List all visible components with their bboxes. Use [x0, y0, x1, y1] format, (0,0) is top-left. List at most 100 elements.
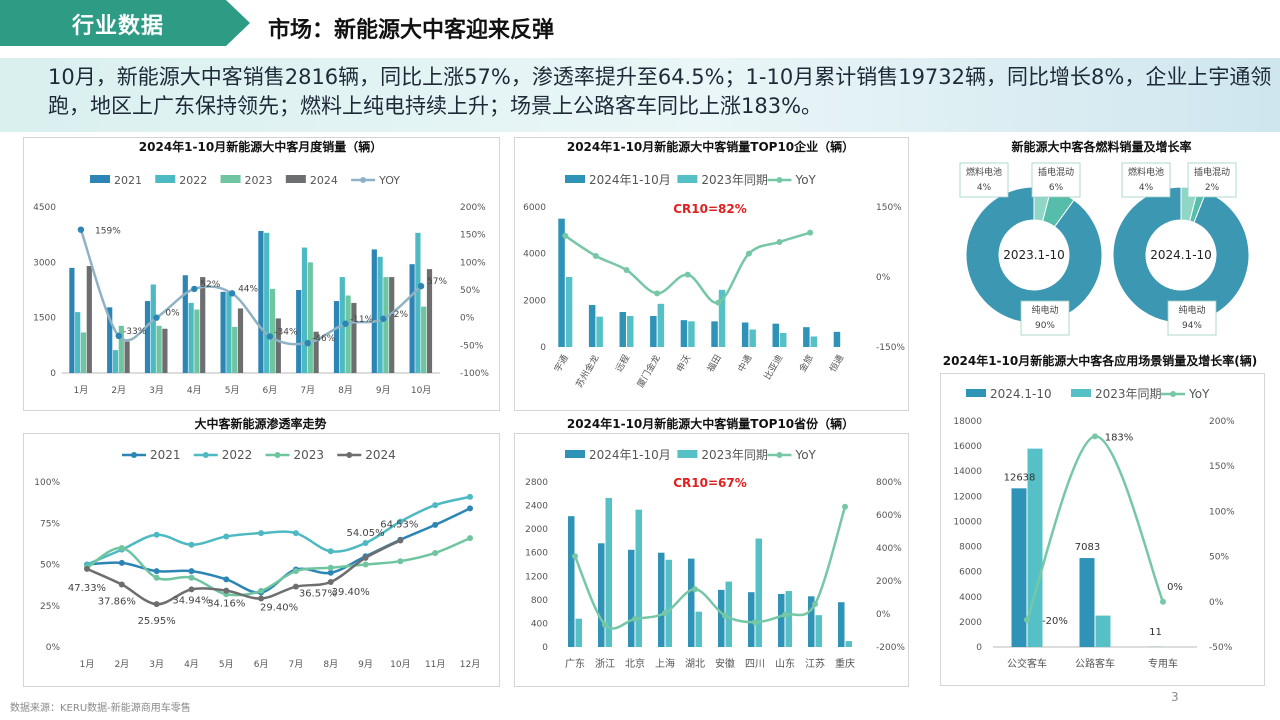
monthly-bar-2021	[258, 230, 264, 373]
penetration-point-2022	[153, 531, 160, 538]
monthly-bar-2024	[162, 328, 168, 373]
monthly-yoy-point	[380, 315, 387, 322]
scenario-value-label: 11	[1149, 627, 1162, 638]
fuel-callout-value-fcell: 4%	[1139, 183, 1154, 193]
penetration-point-2023	[467, 535, 473, 542]
province-x-tick: 广东	[565, 657, 585, 670]
company-x-tick: 远程	[614, 353, 633, 374]
penetration-point-2021	[118, 559, 125, 566]
province-x-tick: 江苏	[805, 657, 825, 670]
company-bar-prev	[749, 329, 756, 347]
scenario-y2-tick: -50%	[1209, 643, 1233, 653]
scenario-bar-cur	[1079, 558, 1095, 647]
province-bar-cur	[598, 543, 605, 647]
monthly-bar-2023	[421, 306, 427, 373]
penetration-y-tick: 0%	[46, 643, 61, 653]
penetration-x-tick: 1月	[80, 659, 95, 670]
province-x-tick: 四川	[745, 659, 765, 670]
province-yoy-point	[842, 503, 848, 510]
monthly-yoy-label: -46%	[312, 334, 336, 344]
scenario-y-tick: 14000	[953, 467, 982, 477]
monthly-yoy-point	[77, 226, 85, 233]
province-x-tick: 湖北	[685, 658, 705, 670]
monthly-x-tick: 5月	[225, 385, 240, 396]
penetration-point-2023	[188, 574, 195, 581]
province-bar-prev	[605, 497, 612, 647]
penetration-x-tick: 6月	[254, 659, 269, 670]
penetration-line-2023	[86, 536, 471, 597]
fuel-callout-label-pure: 纯电动	[1031, 304, 1058, 316]
legend-swatch-cur	[565, 175, 585, 183]
province-bar-cur	[808, 596, 815, 647]
province-yoy-point	[662, 610, 668, 617]
scenario-value-label: 12638	[1004, 472, 1036, 483]
penetration-y-tick: 25%	[40, 602, 60, 612]
scenario-bar-prev	[1095, 615, 1111, 647]
company-yoy-point	[807, 229, 814, 236]
section-tag: 行业数据	[0, 0, 250, 46]
monthly-x-tick: 10月	[411, 385, 431, 396]
company-bar-cur	[680, 320, 688, 347]
monthly-yoy-point	[304, 339, 311, 347]
province-yoy-point	[722, 612, 728, 619]
legend-swatch-prev	[1070, 389, 1091, 397]
penetration-point-2022	[188, 541, 195, 548]
summary-banner	[0, 58, 1280, 132]
penetration-point-2021	[432, 521, 439, 528]
legend-marker-yoy	[776, 452, 783, 458]
monthly-bar-2023	[269, 288, 276, 373]
monthly-bar-2022	[150, 284, 156, 373]
legend-label-yoy: YoY	[794, 448, 816, 462]
monthly-chart-title: 2024年1-10月新能源大中客月度销量（辆）	[138, 140, 383, 154]
company-yoy-point	[592, 253, 599, 259]
company-y2-tick: 0%	[876, 273, 891, 283]
scenario-y-tick: 10000	[953, 517, 982, 527]
monthly-y2-tick: -50%	[460, 341, 484, 351]
scenario-y-tick: 4000	[959, 593, 982, 603]
monthly-y-tick: 0	[50, 369, 56, 379]
monthly-x-tick: 6月	[263, 385, 278, 396]
penetration-chart-title: 大中客新能源渗透率走势	[194, 417, 327, 431]
monthly-yoy-point	[342, 320, 349, 327]
scenario-chart-title: 2024年1-10月新能源大中客各应用场景销量及增长率(辆)	[942, 354, 1258, 368]
company-x-tick: 苏州金龙	[573, 353, 601, 390]
monthly-yoy-label: 44%	[238, 284, 258, 294]
monthly-x-tick: 1月	[74, 385, 89, 396]
province-x-tick: 重庆	[835, 657, 855, 670]
fuel-callout-label-fcell: 燃料电池	[1128, 166, 1164, 178]
legend-marker-2021	[131, 452, 137, 458]
scenario-yoy-line	[1025, 435, 1165, 621]
monthly-bar-2024	[313, 331, 319, 373]
penetration-x-tick: 8月	[323, 659, 338, 670]
scenario-yoy-label: -20%	[1042, 616, 1068, 627]
fuel-callout-box-fcell	[1121, 162, 1171, 198]
penetration-x-tick: 7月	[289, 659, 304, 670]
monthly-x-tick: 4月	[187, 385, 202, 396]
monthly-bar-2023	[194, 309, 200, 373]
company-yoy-point	[715, 299, 722, 306]
scenario-y2-tick: 150%	[1209, 462, 1235, 472]
monthly-yoy-point	[228, 290, 236, 297]
penetration-y-tick: 75%	[40, 519, 60, 529]
monthly-yoy-point	[153, 314, 160, 321]
penetration-label-2024: 47.33%	[68, 583, 106, 594]
company-bar-prev	[627, 315, 634, 347]
scenario-yoy-point	[1160, 598, 1166, 605]
penetration-point-2021	[327, 569, 334, 576]
penetration-point-2024	[327, 578, 334, 585]
monthly-yoy-point	[266, 333, 274, 340]
province-bar-cur	[658, 552, 665, 647]
legend-label-2024: 2024	[310, 174, 338, 187]
penetration-point-2024	[258, 595, 265, 602]
legend-marker-yoy	[360, 177, 367, 183]
monthly-bar-2024	[389, 277, 395, 373]
monthly-bar-2021	[409, 264, 415, 373]
province-bar-prev	[695, 611, 702, 647]
province-yoy-point	[632, 615, 638, 622]
scenario-x-tick: 公路客车	[1075, 657, 1115, 670]
province-bar-cur	[838, 602, 845, 647]
province-y-tick: 400	[531, 619, 548, 629]
monthly-bar-2024	[237, 308, 244, 373]
province-y2-tick: -200%	[876, 643, 905, 653]
